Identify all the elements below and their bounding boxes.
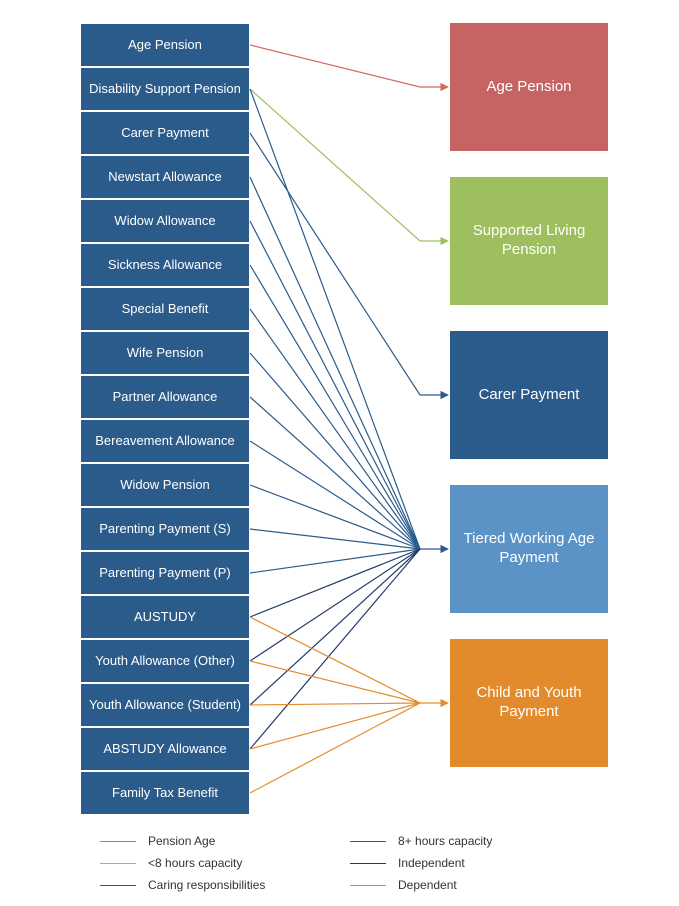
source-widow-allowance: Widow Allowance [80, 199, 250, 243]
legend-swatch-ge8 [350, 841, 386, 842]
legend-swatch-caring [100, 885, 136, 886]
legend-swatch-pension_age [100, 841, 136, 842]
edge-austudy-t-twap [250, 549, 420, 617]
legend-label-caring: Caring responsibilities [148, 878, 265, 892]
edge-bereavement-t-twap [250, 441, 420, 549]
edge-widow-allowance-t-twap [250, 221, 420, 549]
edge-parenting-p-t-twap [250, 549, 420, 573]
legend-item-dependent: Dependent [350, 874, 492, 896]
edge-dsp-t-slp [250, 89, 420, 241]
edge-ya-student-t-twap [250, 549, 420, 705]
edge-ya-other-t-twap [250, 549, 420, 661]
edge-ftb-t-cyp [250, 703, 420, 793]
source-newstart: Newstart Allowance [80, 155, 250, 199]
legend-column: Pension Age <8 hours capacity Caring respo… [100, 830, 265, 896]
legend-label-dependent: Dependent [398, 878, 457, 892]
legend-label-lt8: <8 hours capacity [148, 856, 242, 870]
edge-special-benefit-t-twap [250, 309, 420, 549]
edge-sickness-t-twap [250, 265, 420, 549]
legend-item-ge8: 8+ hours capacity [350, 830, 492, 852]
legend-item-pension_age: Pension Age [100, 830, 265, 852]
edge-abstudy-t-cyp [250, 703, 420, 749]
source-sickness: Sickness Allowance [80, 243, 250, 287]
legend-item-independent: Independent [350, 852, 492, 874]
legend-item-caring: Caring responsibilities [100, 874, 265, 896]
legend-label-pension_age: Pension Age [148, 834, 215, 848]
edge-partner-allowance-t-twap [250, 397, 420, 549]
source-ftb: Family Tax Benefit [80, 771, 250, 815]
source-partner-allowance: Partner Allowance [80, 375, 250, 419]
legend-label-independent: Independent [398, 856, 465, 870]
source-abstudy: ABSTUDY Allowance [80, 727, 250, 771]
target-t-slp: Supported Living Pension [450, 177, 608, 305]
edge-wife-pension-t-twap [250, 353, 420, 549]
source-parenting-s: Parenting Payment (S) [80, 507, 250, 551]
source-carer-payment: Carer Payment [80, 111, 250, 155]
source-special-benefit: Special Benefit [80, 287, 250, 331]
target-t-age: Age Pension [450, 23, 608, 151]
edge-newstart-t-twap [250, 177, 420, 549]
source-ya-other: Youth Allowance (Other) [80, 639, 250, 683]
edge-austudy-t-cyp [250, 617, 420, 703]
source-wife-pension: Wife Pension [80, 331, 250, 375]
edge-widow-pension-t-twap [250, 485, 420, 549]
source-age-pension: Age Pension [80, 23, 250, 67]
source-austudy: AUSTUDY [80, 595, 250, 639]
target-t-cyp: Child and Youth Payment [450, 639, 608, 767]
source-widow-pension: Widow Pension [80, 463, 250, 507]
legend-swatch-independent [350, 863, 386, 864]
edge-abstudy-t-twap [250, 549, 420, 749]
legend-swatch-lt8 [100, 863, 136, 864]
source-dsp: Disability Support Pension [80, 67, 250, 111]
edge-parenting-s-t-twap [250, 529, 420, 549]
edge-age-pension-t-age [250, 45, 420, 87]
legend-label-ge8: 8+ hours capacity [398, 834, 492, 848]
legend-swatch-dependent [350, 885, 386, 886]
legend-item-lt8: <8 hours capacity [100, 852, 265, 874]
edge-carer-payment-t-carer [250, 133, 420, 395]
diagram-stage: Age PensionDisability Support PensionCar… [0, 0, 679, 906]
edge-ya-student-t-cyp [250, 703, 420, 705]
edge-dsp-t-twap [250, 89, 420, 549]
edge-ya-other-t-cyp [250, 661, 420, 703]
target-t-twap: Tiered Working Age Payment [450, 485, 608, 613]
source-parenting-p: Parenting Payment (P) [80, 551, 250, 595]
source-ya-student: Youth Allowance (Student) [80, 683, 250, 727]
target-t-carer: Carer Payment [450, 331, 608, 459]
legend-column: 8+ hours capacity Independent Dependent [350, 830, 492, 896]
source-bereavement: Bereavement Allowance [80, 419, 250, 463]
